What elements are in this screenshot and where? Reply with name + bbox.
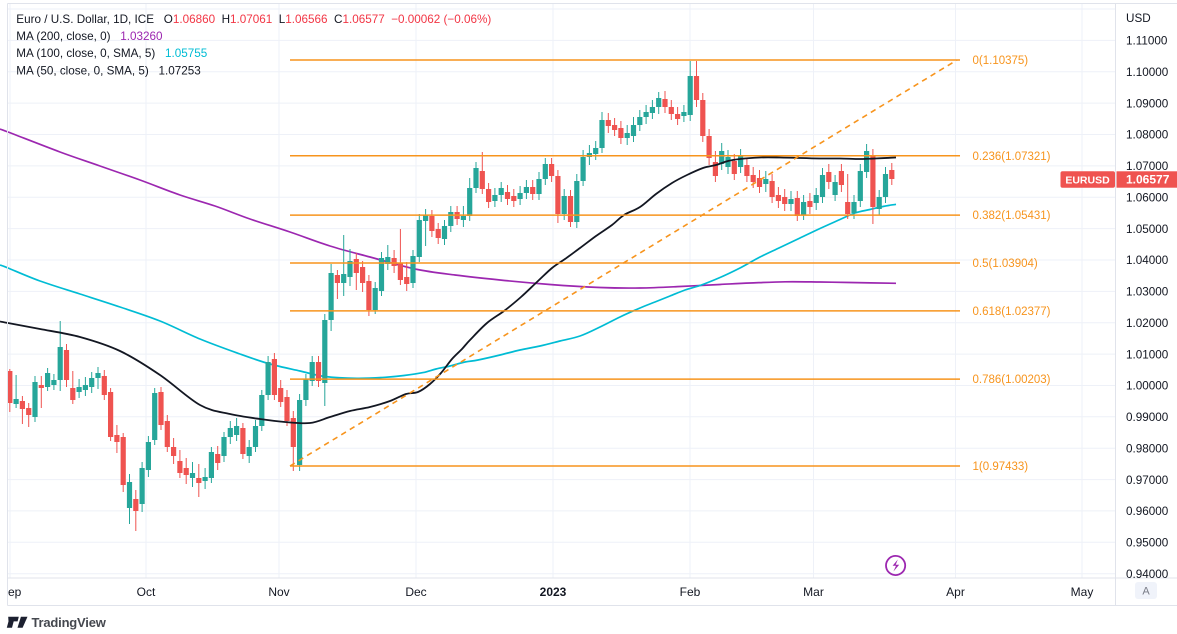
- svg-text:0.94000: 0.94000: [1126, 568, 1169, 581]
- svg-text:1.06000: 1.06000: [1126, 191, 1169, 204]
- svg-text:0.5(1.03904): 0.5(1.03904): [973, 258, 1038, 270]
- svg-text:Mar: Mar: [803, 585, 824, 599]
- svg-text:1.11000: 1.11000: [1126, 35, 1168, 48]
- svg-text:1.10000: 1.10000: [1126, 66, 1169, 79]
- svg-text:EURUSD: EURUSD: [1065, 175, 1110, 187]
- svg-text:1(0.97433): 1(0.97433): [973, 461, 1029, 473]
- svg-text:Nov: Nov: [268, 585, 289, 599]
- svg-text:USD: USD: [1126, 12, 1151, 25]
- svg-text:1.05000: 1.05000: [1126, 223, 1169, 236]
- svg-text:0.98000: 0.98000: [1126, 442, 1169, 455]
- svg-text:0.95000: 0.95000: [1126, 537, 1169, 550]
- svg-text:MA (200, close, 0) 1.03260: MA (200, close, 0) 1.03260: [16, 30, 163, 43]
- svg-text:MA (50, close, 0, SMA, 5) 1.: MA (50, close, 0, SMA, 5) 1.07253: [16, 64, 201, 77]
- svg-text:Dec: Dec: [405, 585, 426, 599]
- svg-text:0(1.10375): 0(1.10375): [973, 55, 1029, 67]
- svg-text:1.02000: 1.02000: [1126, 317, 1169, 330]
- svg-text:ep: ep: [8, 585, 22, 599]
- svg-text:0.96000: 0.96000: [1126, 505, 1169, 518]
- svg-text:1.03000: 1.03000: [1126, 286, 1169, 299]
- svg-text:Euro / U.S. Dollar, 1D, ICE: Euro / U.S. Dollar, 1D, ICE O1.06860 H1.…: [16, 13, 491, 26]
- svg-text:0.236(1.07321): 0.236(1.07321): [973, 151, 1051, 163]
- svg-text:May: May: [1071, 585, 1094, 599]
- svg-text:0.786(1.00203): 0.786(1.00203): [973, 374, 1051, 386]
- svg-text:2023: 2023: [540, 585, 567, 599]
- svg-text:MA (100, close, 0, SMA, 5) 1: MA (100, close, 0, SMA, 5) 1.05755: [16, 47, 207, 60]
- svg-text:1.00000: 1.00000: [1126, 380, 1169, 393]
- svg-text:1.08000: 1.08000: [1126, 129, 1169, 142]
- svg-text:Feb: Feb: [680, 585, 701, 599]
- svg-text:0.97000: 0.97000: [1126, 474, 1169, 487]
- svg-text:1.01000: 1.01000: [1126, 348, 1169, 361]
- svg-text:1.09000: 1.09000: [1126, 97, 1169, 110]
- svg-text:0.618(1.02377): 0.618(1.02377): [973, 306, 1051, 318]
- svg-text:0.99000: 0.99000: [1126, 411, 1169, 424]
- svg-text:0.382(1.05431): 0.382(1.05431): [973, 210, 1051, 222]
- svg-text:A: A: [1142, 586, 1150, 598]
- svg-text:Apr: Apr: [946, 585, 965, 599]
- svg-text:1.06577: 1.06577: [1126, 173, 1170, 187]
- svg-text:Oct: Oct: [137, 585, 156, 599]
- svg-text:1.07000: 1.07000: [1126, 160, 1169, 173]
- svg-text:TradingView: TradingView: [32, 615, 107, 630]
- svg-text:1.04000: 1.04000: [1126, 254, 1169, 267]
